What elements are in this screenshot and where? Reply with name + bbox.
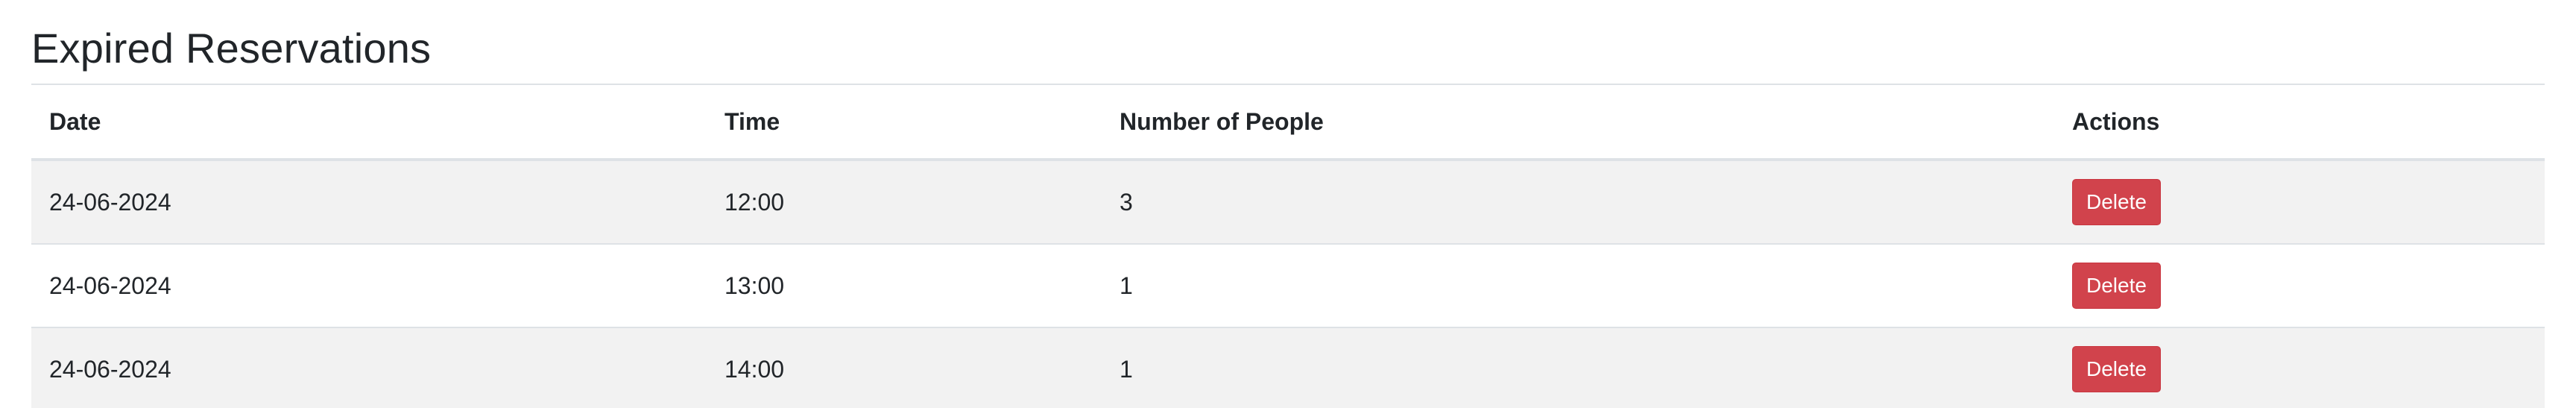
table-body: 24-06-2024 12:00 3 Delete 24-06-2024 13:… bbox=[31, 159, 2545, 408]
cell-number-of-people: 1 bbox=[1102, 327, 2054, 408]
table-row: 24-06-2024 14:00 1 Delete bbox=[31, 327, 2545, 408]
cell-time: 14:00 bbox=[707, 327, 1102, 408]
cell-date: 24-06-2024 bbox=[31, 327, 707, 408]
table-header: Date Time Number of People Actions bbox=[31, 84, 2545, 161]
delete-button[interactable]: Delete bbox=[2072, 179, 2161, 225]
cell-actions: Delete bbox=[2054, 243, 2545, 327]
cell-number-of-people: 1 bbox=[1102, 243, 2054, 327]
cell-time: 12:00 bbox=[707, 159, 1102, 244]
column-header-actions: Actions bbox=[2054, 84, 2545, 161]
column-header-number-of-people: Number of People bbox=[1102, 84, 2054, 161]
delete-button[interactable]: Delete bbox=[2072, 263, 2161, 309]
cell-actions: Delete bbox=[2054, 327, 2545, 408]
cell-date: 24-06-2024 bbox=[31, 243, 707, 327]
table-header-row: Date Time Number of People Actions bbox=[31, 84, 2545, 161]
reservations-table-container: Date Time Number of People Actions 24-06… bbox=[31, 84, 2545, 408]
cell-time: 13:00 bbox=[707, 243, 1102, 327]
cell-date: 24-06-2024 bbox=[31, 159, 707, 244]
reservations-table: Date Time Number of People Actions 24-06… bbox=[31, 84, 2545, 408]
table-row: 24-06-2024 12:00 3 Delete bbox=[31, 159, 2545, 244]
column-header-time: Time bbox=[707, 84, 1102, 161]
delete-button[interactable]: Delete bbox=[2072, 346, 2161, 392]
table-row: 24-06-2024 13:00 1 Delete bbox=[31, 243, 2545, 327]
cell-actions: Delete bbox=[2054, 159, 2545, 244]
column-header-date: Date bbox=[31, 84, 707, 161]
cell-number-of-people: 3 bbox=[1102, 159, 2054, 244]
page-title: Expired Reservations bbox=[31, 25, 432, 72]
